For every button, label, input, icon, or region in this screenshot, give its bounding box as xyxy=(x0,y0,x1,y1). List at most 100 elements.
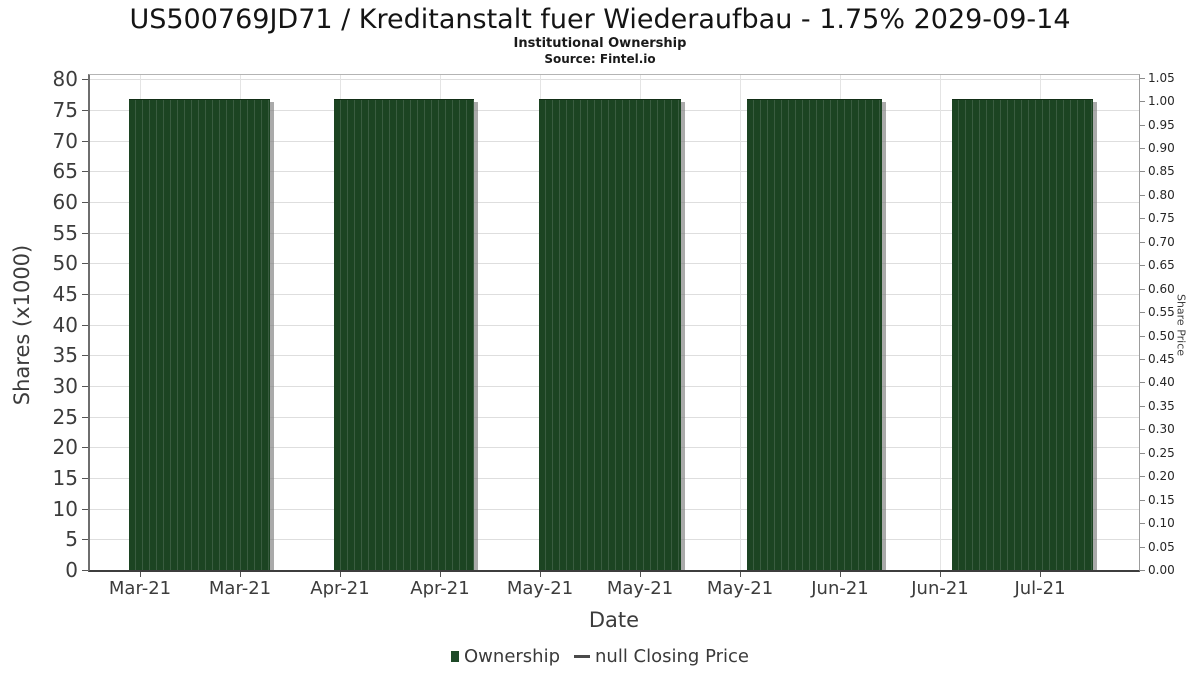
ownership-bar-group[interactable] xyxy=(539,99,681,570)
y-right-tick-mark xyxy=(1140,382,1145,384)
y-right-tick-mark xyxy=(1140,452,1145,454)
chart-source: Source: Fintel.io xyxy=(544,52,656,66)
plot-area xyxy=(88,74,1140,572)
y-right-tick-label: 0.85 xyxy=(1148,164,1175,179)
y-right-tick-label: 0.45 xyxy=(1148,352,1175,366)
y-left-tick-label: 5 xyxy=(65,527,78,552)
x-tick-mark xyxy=(540,572,541,577)
y-right-tick-mark xyxy=(1140,265,1145,267)
y-right-tick-mark xyxy=(1140,570,1145,571)
legend-item-ownership[interactable]: Ownership xyxy=(451,646,560,667)
y-right-tick-mark xyxy=(1140,124,1145,126)
y-right-tick-label: 0.65 xyxy=(1148,258,1175,273)
y-right-tick-label: 0.15 xyxy=(1148,492,1175,507)
x-axis-title: Date xyxy=(588,608,640,632)
y-left-tick-label: 55 xyxy=(52,220,78,245)
y-right-tick-label: 1.05 xyxy=(1148,70,1175,85)
y-right-tick-mark xyxy=(1140,499,1145,501)
y-left-tick-label: 0 xyxy=(65,558,78,582)
y-left-tick-mark xyxy=(82,508,88,510)
y-right-tick-label: 0.05 xyxy=(1148,539,1175,554)
y-left-tick-mark xyxy=(82,416,88,418)
y-left-tick-label: 20 xyxy=(52,435,78,460)
ownership-bar-group[interactable] xyxy=(334,99,474,570)
y-left-tick-label: 10 xyxy=(52,496,78,521)
legend-ownership-label: Ownership xyxy=(464,646,561,667)
x-tick-mark xyxy=(140,572,141,577)
y-right-tick-label: 0.10 xyxy=(1148,516,1175,531)
legend: Ownership null Closing Price xyxy=(0,646,1200,667)
y-right-tick-mark xyxy=(1140,405,1145,407)
y-left-tick-mark xyxy=(82,324,88,326)
ownership-bar-group[interactable] xyxy=(129,99,270,570)
y-right-tick-mark xyxy=(1140,101,1145,103)
y-right-tick-mark xyxy=(1140,241,1145,243)
legend-item-closing-price[interactable]: null Closing Price xyxy=(574,646,749,667)
y-left-tick-mark xyxy=(82,539,88,541)
x-tick-mark xyxy=(340,572,341,577)
x-tick-label: Apr-21 xyxy=(310,578,370,599)
y-right-tick-label: 0.70 xyxy=(1148,234,1175,249)
y-left-tick-mark xyxy=(82,79,88,81)
y-right-tick-mark xyxy=(1140,546,1145,548)
y-right-tick-label: 1.00 xyxy=(1148,94,1175,109)
x-tick-label: Apr-21 xyxy=(410,578,470,599)
x-tick-mark xyxy=(640,572,641,577)
x-tick-label: Jul-21 xyxy=(1014,578,1066,599)
y-left-tick-mark xyxy=(82,140,88,142)
y-left-tick-mark xyxy=(82,478,88,479)
y-left-tick-mark xyxy=(82,263,88,265)
y-left-tick-mark xyxy=(82,447,88,449)
y-right-tick-mark xyxy=(1140,218,1145,220)
y-left-tick-mark xyxy=(82,171,88,173)
y-right-tick-mark xyxy=(1140,288,1145,290)
y-left-tick-mark xyxy=(82,355,88,357)
y-left-tick-label: 70 xyxy=(52,128,78,153)
y-right-tick-mark xyxy=(1140,77,1145,79)
x-tick-label: Mar-21 xyxy=(208,578,272,599)
y-left-tick-label: 50 xyxy=(52,251,78,276)
y-left-tick-label: 60 xyxy=(52,189,78,214)
y-right-tick-mark xyxy=(1140,335,1145,337)
y-left-tick-label: 65 xyxy=(52,159,78,184)
x-tick-label: Mar-21 xyxy=(108,578,172,599)
y-right-tick-mark xyxy=(1140,523,1145,525)
y-left-tick-label: 80 xyxy=(52,67,78,92)
x-tick-mark xyxy=(1040,572,1041,577)
y-right-tick-label: 0.25 xyxy=(1148,445,1175,460)
y-left-tick-label: 35 xyxy=(52,343,78,368)
gridline-vertical xyxy=(740,75,741,570)
y-right-tick-label: 0.35 xyxy=(1148,398,1175,413)
y-right-tick-label: 0.75 xyxy=(1148,211,1175,226)
x-tick-label: May-21 xyxy=(706,578,774,599)
y-right-tick-mark xyxy=(1140,171,1145,173)
x-tick-mark xyxy=(740,572,741,577)
x-tick-mark xyxy=(440,572,441,577)
y-left-tick-label: 40 xyxy=(52,312,78,337)
ownership-bar-group[interactable] xyxy=(952,99,1093,570)
x-tick-mark xyxy=(940,572,941,577)
y-left-tick-mark xyxy=(82,570,88,571)
chart-title: US500769JD71 / Kreditanstalt fuer Wieder… xyxy=(129,4,1071,35)
x-tick-label: Jun-21 xyxy=(811,578,869,599)
y-right-tick-label: 0.90 xyxy=(1148,141,1175,155)
chart-subtitle: Institutional Ownership xyxy=(513,36,687,51)
closing-price-line-icon xyxy=(574,655,591,658)
y-right-tick-mark xyxy=(1140,429,1145,431)
y-right-tick-label: 0.30 xyxy=(1148,422,1175,437)
y-left-tick-label: 75 xyxy=(52,97,78,122)
y-left-tick-mark xyxy=(82,293,88,295)
y-right-tick-label: 0.60 xyxy=(1148,281,1175,296)
y-right-tick-label: 0.50 xyxy=(1148,328,1175,343)
y-right-tick-label: 0.20 xyxy=(1148,469,1175,484)
y-left-tick-mark xyxy=(82,109,88,111)
y-right-tick-mark xyxy=(1140,476,1145,478)
ownership-swatch-icon xyxy=(451,651,460,662)
y-right-tick-label: 0.95 xyxy=(1148,117,1175,132)
y-left-tick-label: 15 xyxy=(52,466,78,490)
ownership-bar-group[interactable] xyxy=(747,99,882,570)
gridline-horizontal xyxy=(90,79,1139,81)
y-left-tick-mark xyxy=(82,386,88,387)
y-right-tick-mark xyxy=(1140,148,1145,149)
